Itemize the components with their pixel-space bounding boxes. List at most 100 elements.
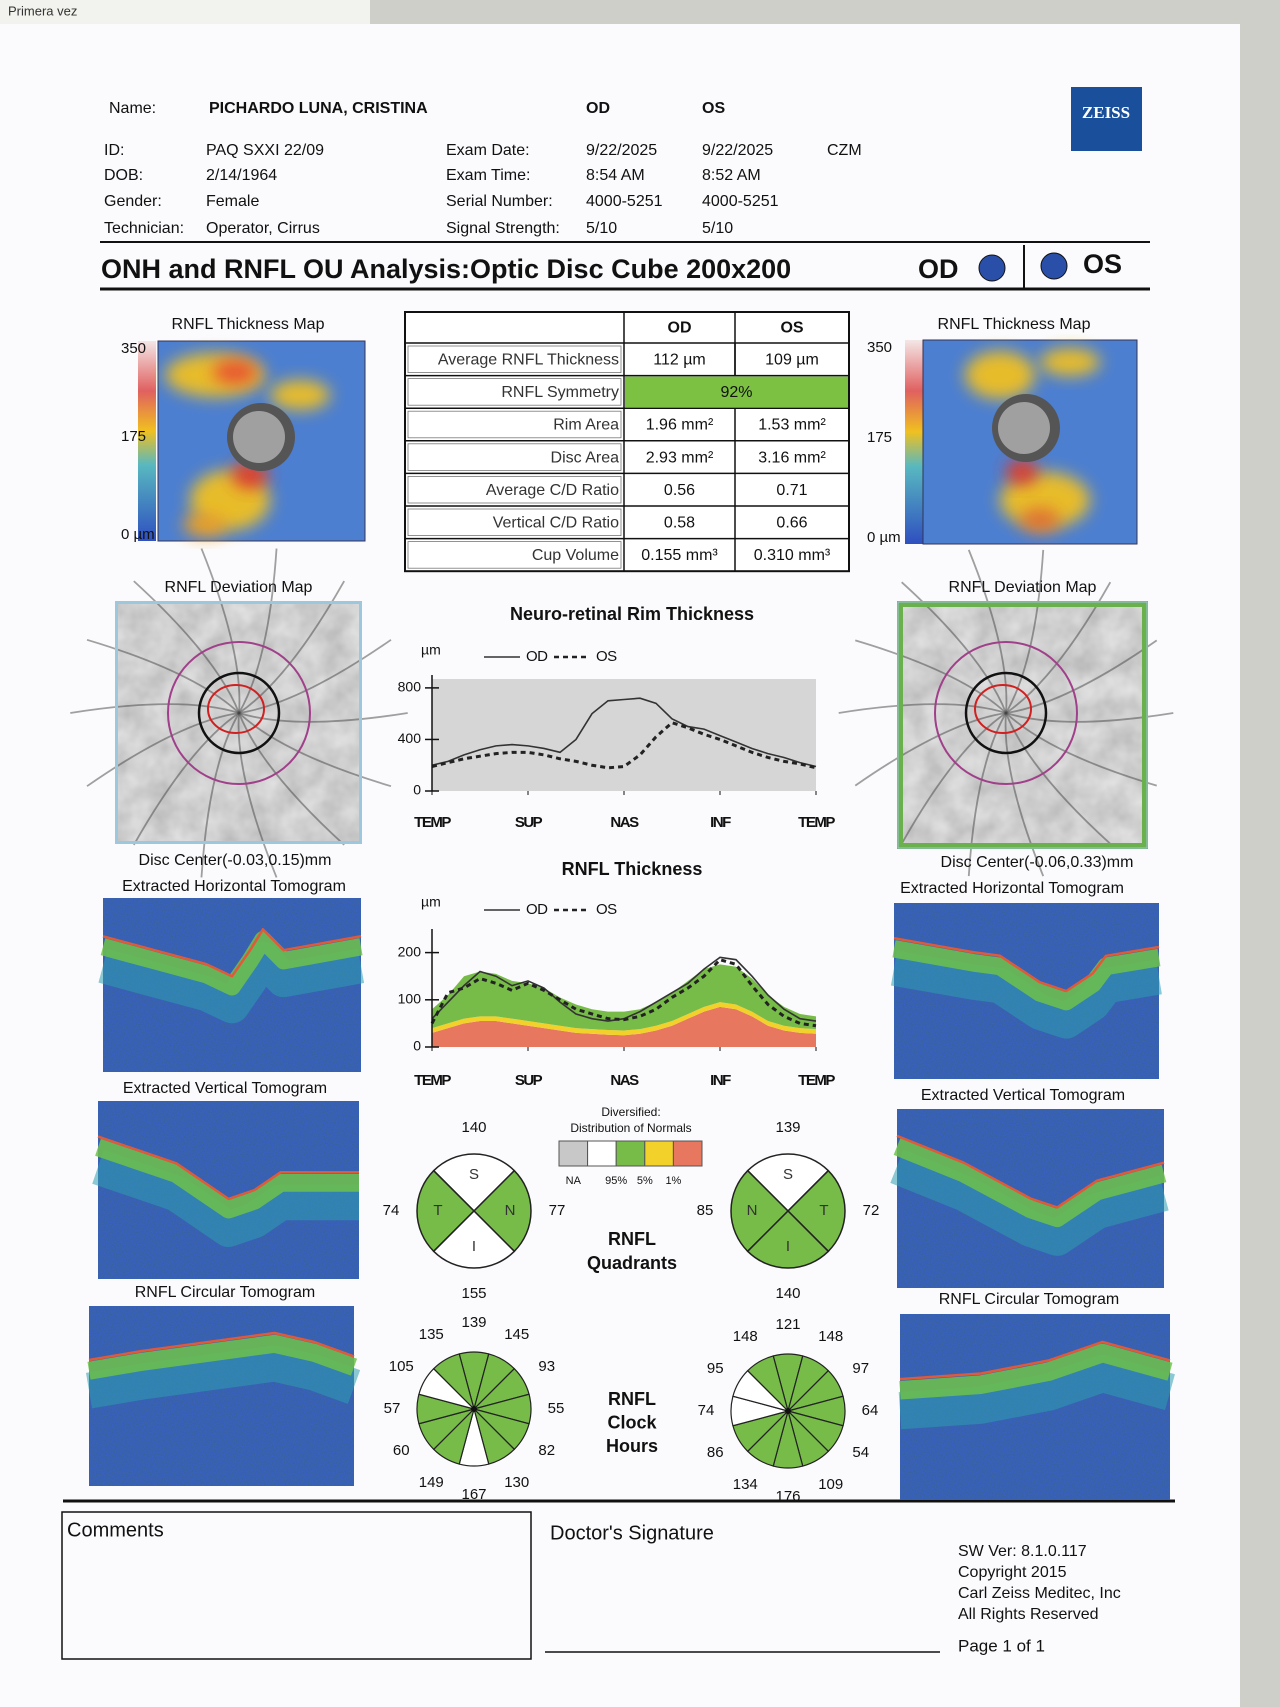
chart-title: Neuro-retinal Rim Thickness — [510, 604, 754, 624]
label: 3.16 mm² — [758, 449, 826, 466]
clock-sector — [746, 1355, 790, 1414]
label: RNFL — [608, 1389, 656, 1409]
label: 1.96 mm² — [646, 417, 714, 434]
legend-swatch — [644, 1140, 674, 1167]
legend-label: OD — [526, 648, 548, 665]
label-cell — [407, 410, 622, 439]
label: CZM — [827, 142, 862, 159]
label: 109 µm — [765, 352, 819, 369]
logo: ZEISS — [1082, 103, 1130, 122]
label: NA — [566, 1175, 582, 1187]
normal-band — [432, 964, 816, 1031]
field-value: 8:52 AM — [702, 167, 761, 184]
x-tick-label: SUP — [515, 1072, 543, 1089]
clock-value: 149 — [419, 1474, 444, 1491]
quadrant-value: 155 — [461, 1285, 486, 1302]
clock-value: 145 — [504, 1326, 529, 1343]
tomogram-layer — [899, 1343, 1173, 1400]
thickness-blob — [270, 380, 330, 410]
quadrant-letter: N — [747, 1202, 758, 1219]
quadrant-letter: N — [505, 1202, 516, 1219]
disc-center: Disc Center(-0.03,0.15)mm — [139, 852, 332, 869]
map-title: RNFL Thickness Map — [938, 316, 1091, 333]
optic-cup — [233, 411, 285, 463]
quadrant-value: 74 — [383, 1202, 400, 1219]
thickness-blob — [1006, 459, 1038, 485]
clock-value: 176 — [775, 1488, 800, 1505]
cup-margin — [974, 684, 1032, 734]
clock-value: 109 — [818, 1476, 843, 1493]
thickness-blob — [213, 360, 257, 384]
legend-label: OS — [596, 901, 617, 918]
label: Rim Area — [553, 417, 619, 434]
label: Average C/D Ratio — [486, 482, 619, 499]
table-frame — [404, 311, 850, 573]
field-label: Signal Strength: — [446, 220, 560, 237]
thickness-blob — [965, 351, 1035, 399]
cup-margin — [207, 684, 265, 734]
y-tick-label: 800 — [398, 679, 422, 695]
label: 1% — [665, 1175, 681, 1187]
fundus-frame — [115, 601, 362, 844]
x-tick-label: TEMP — [414, 1072, 451, 1089]
y-tick-label: 400 — [398, 730, 422, 746]
series-line — [430, 957, 817, 1028]
field-value: 5/10 — [586, 220, 617, 237]
field-value: 8:54 AM — [586, 167, 645, 184]
label: 0.71 — [776, 482, 807, 499]
logo-box — [1071, 87, 1142, 151]
x-tick-label: NAS — [610, 1072, 639, 1089]
label: RNFL — [608, 1229, 656, 1249]
scale-label: 350 — [121, 340, 146, 357]
scan-circle — [934, 641, 1078, 785]
clock-value: 130 — [504, 1474, 529, 1491]
label: 5% — [637, 1175, 653, 1187]
axis-unit: µm — [421, 642, 441, 658]
label: OS — [702, 100, 725, 117]
label: Cup Volume — [532, 547, 619, 564]
field-label: Exam Time: — [446, 167, 530, 184]
color-scale — [138, 341, 156, 541]
label: OD — [668, 320, 692, 337]
tomogram-layer — [890, 1149, 1169, 1256]
quadrant — [746, 1153, 830, 1213]
quadrant — [432, 1209, 516, 1269]
tomogram-title: Extracted Horizontal Tomogram — [900, 880, 1124, 897]
field-value: 5/10 — [702, 220, 733, 237]
tomogram-layer — [893, 1138, 1167, 1228]
label: 92% — [720, 384, 752, 401]
axis-unit: µm — [421, 894, 441, 910]
field-value: 9/22/2025 — [586, 142, 657, 159]
tomogram-layer — [98, 941, 365, 1024]
fundus-frame — [897, 601, 1148, 849]
map-title: RNFL Thickness Map — [172, 316, 325, 333]
clock-value: 139 — [461, 1314, 486, 1331]
x-tick-label: SUP — [515, 814, 543, 831]
label: OS — [1083, 249, 1122, 279]
field-label: Serial Number: — [446, 193, 553, 210]
clock-value: 148 — [733, 1328, 758, 1345]
label-cell — [407, 378, 622, 406]
field-label: Gender: — [104, 193, 162, 210]
quadrant-value: 72 — [863, 1202, 880, 1219]
patient-name: PICHARDO LUNA, CRISTINA — [209, 100, 428, 117]
x-tick-label: INF — [710, 1072, 731, 1089]
label-cell — [407, 541, 622, 569]
fundus-frame — [897, 601, 1148, 849]
page-number: Page 1 of 1 — [958, 1636, 1045, 1655]
tomogram-layer — [100, 931, 363, 996]
normal-band — [432, 1002, 816, 1036]
label: 0.310 mm³ — [754, 547, 831, 564]
scale-label: 0 µm — [121, 526, 155, 543]
field-value: 9/22/2025 — [702, 142, 773, 159]
y-tick-label: 200 — [398, 943, 422, 959]
clock-value: 74 — [698, 1402, 715, 1419]
label: 1.53 mm² — [758, 417, 826, 434]
legend-swatch — [558, 1140, 589, 1167]
quadrant-value: 77 — [549, 1202, 566, 1219]
tomogram-layer — [898, 1354, 1175, 1430]
tomogram-title: RNFL Circular Tomogram — [939, 1291, 1119, 1308]
quadrant — [730, 1169, 790, 1253]
quadrant-letter: S — [783, 1166, 793, 1183]
